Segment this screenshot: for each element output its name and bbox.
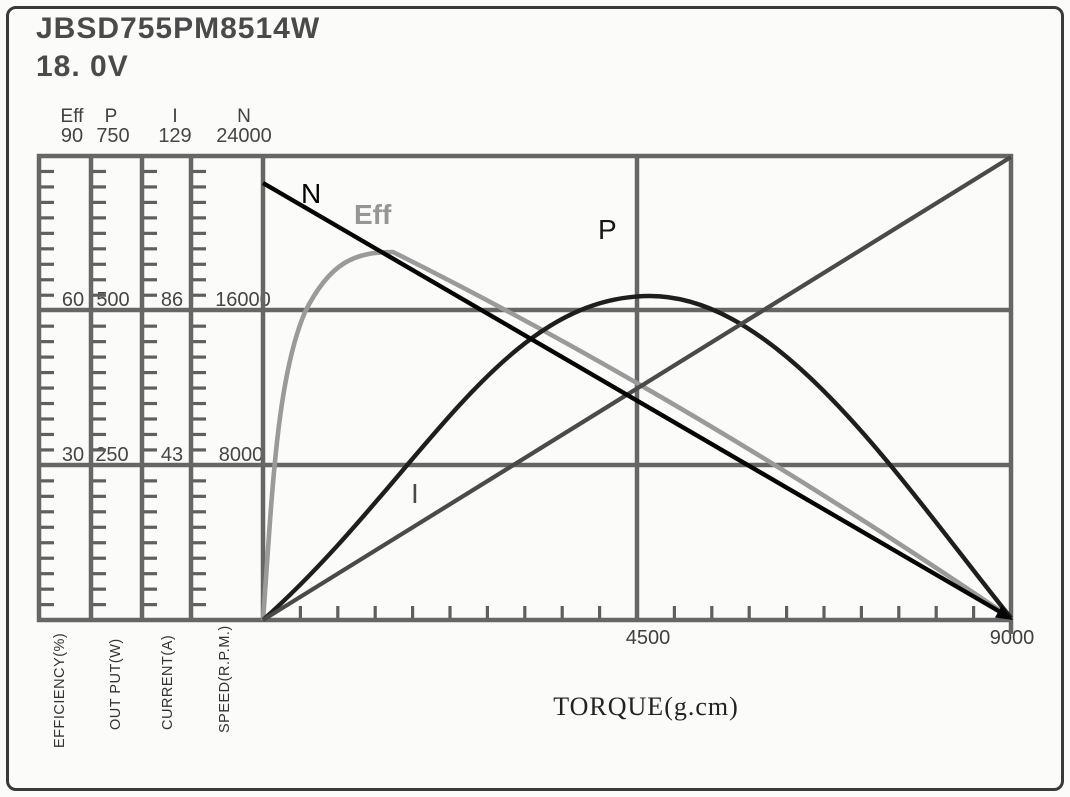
axis-mid-n: 16000 (215, 289, 271, 311)
vertical-axis-lines (36, 154, 1014, 634)
axis-header-eff: Eff (60, 106, 84, 127)
power-curve-label: P (598, 214, 617, 245)
speed-line-arrowhead (995, 605, 1013, 620)
speed-curve-label: N (301, 178, 322, 209)
current-curve-label: I (411, 478, 419, 509)
x-tick-4500: 4500 (625, 627, 671, 649)
axis-max-i: 129 (158, 125, 192, 147)
efficiency-curve-label: Eff (354, 199, 392, 230)
axis-header-i: I (172, 106, 178, 127)
axis-max-eff: 90 (60, 125, 84, 147)
axis-max-p: 750 (96, 125, 130, 147)
x-tick-9000: 9000 (989, 627, 1035, 649)
figure-border (6, 6, 1064, 791)
speed-line (261, 181, 1004, 615)
horizontal-gridlines (37, 153, 1013, 623)
page-title: JBSD755PM8514W (36, 12, 321, 45)
x-axis-title: TORQUE(g.cm) (553, 692, 739, 721)
voltage-label: 18. 0V (36, 50, 129, 83)
current-line (261, 155, 1013, 622)
axis-mid-i: 86 (160, 289, 184, 311)
axis-header-n: N (237, 106, 251, 127)
axis-low-n: 8000 (218, 444, 264, 466)
axis-mid-eff: 60 (61, 289, 85, 311)
power-curve (261, 293, 1013, 622)
axis-header-p: P (104, 106, 118, 127)
axis-low-i: 43 (160, 444, 184, 466)
axis-low-eff: 30 (61, 444, 85, 466)
axis-max-n: 24000 (216, 125, 272, 147)
curves (260, 155, 1013, 622)
minor-ticks (41, 169, 976, 618)
